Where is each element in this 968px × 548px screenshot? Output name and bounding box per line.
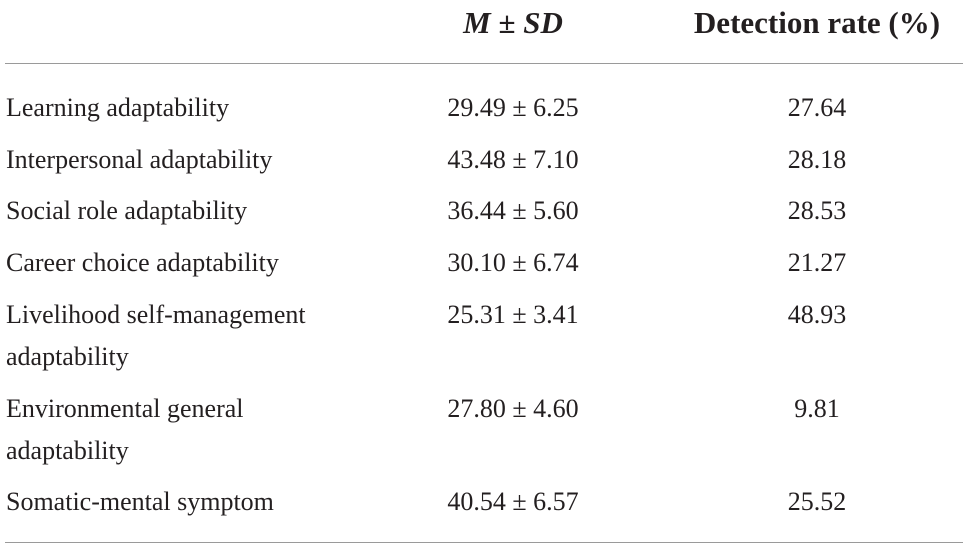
row-detection-rate: 28.53 <box>787 196 847 225</box>
row-label-line-2: adaptability <box>6 342 129 371</box>
row-detection-rate: 48.93 <box>787 300 847 329</box>
table-header: M ± SD Detection rate (%) <box>0 0 968 56</box>
row-label-line-1: Livelihood self-management <box>6 300 306 329</box>
row-detection-rate: 27.64 <box>787 93 847 122</box>
row-label: Environmental general adaptability <box>6 388 386 472</box>
row-label: Somatic-mental symptom <box>6 487 274 516</box>
header-detection-rate: Detection rate (%) <box>693 5 941 40</box>
row-label-line-2: adaptability <box>6 436 129 465</box>
row-label-line-1: Environmental general <box>6 394 244 423</box>
row-mean-sd: 43.48 ± 7.10 <box>447 145 579 174</box>
header-divider <box>5 63 963 64</box>
row-label: Career choice adaptability <box>6 248 279 277</box>
row-mean-sd: 29.49 ± 6.25 <box>447 93 579 122</box>
row-mean-sd: 30.10 ± 6.74 <box>447 248 579 277</box>
header-sd-symbol: SD <box>523 5 563 40</box>
row-mean-sd: 40.54 ± 6.57 <box>447 487 579 516</box>
header-plus-minus: ± <box>498 5 516 40</box>
row-mean-sd: 27.80 ± 4.60 <box>447 394 579 423</box>
header-mean-symbol: M <box>463 5 491 40</box>
row-label: Livelihood self-management adaptability <box>6 294 386 378</box>
header-mean-sd: M ± SD <box>463 4 563 42</box>
row-detection-rate: 21.27 <box>787 248 847 277</box>
row-label: Interpersonal adaptability <box>6 145 273 174</box>
row-label: Learning adaptability <box>6 93 230 122</box>
row-detection-rate: 28.18 <box>787 145 847 174</box>
table-bottom-rule <box>5 542 963 543</box>
row-detection-rate: 25.52 <box>787 487 847 516</box>
row-detection-rate: 9.81 <box>794 394 840 423</box>
row-label: Social role adaptability <box>6 196 248 225</box>
row-mean-sd: 36.44 ± 5.60 <box>447 196 579 225</box>
row-mean-sd: 25.31 ± 3.41 <box>447 300 579 329</box>
